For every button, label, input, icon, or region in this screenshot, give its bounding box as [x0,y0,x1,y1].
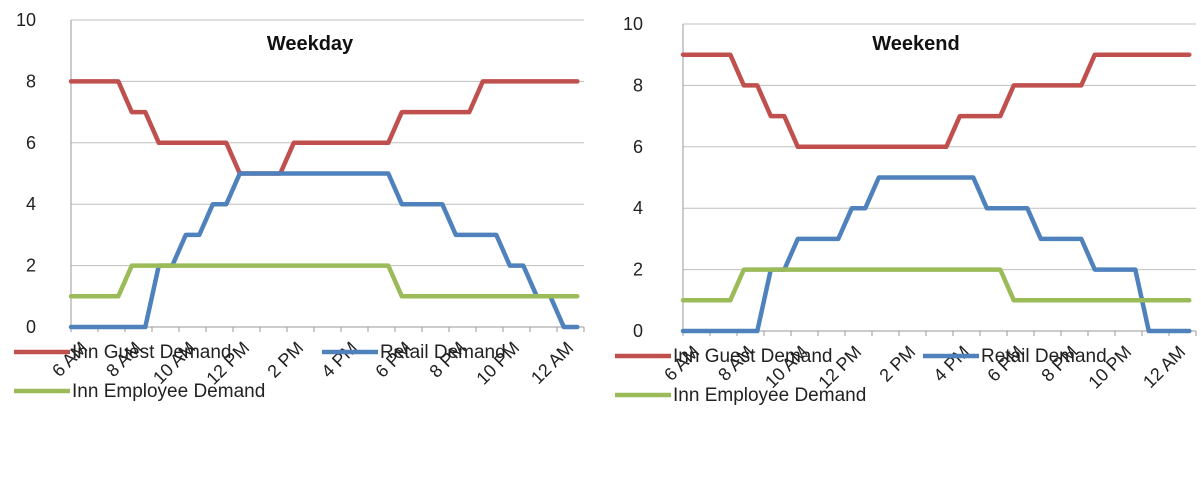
weekday-x-tick-label-12-am: 12 AM [527,338,577,388]
weekend-chart-title: Weekend [872,33,959,55]
weekday-y-tick-label-10: 10 [16,10,36,30]
weekend-y-tick-label-0: 0 [633,321,643,341]
weekend-x-tick-label-12-am: 12 AM [1139,342,1189,392]
weekend-series-line-inn-guest-demand [680,52,1192,150]
weekend-legend: Inn Guest Demand Retail Demand Inn Employe… [615,346,1107,406]
weekday-chart-title: Weekday [267,33,354,55]
weekend-x-tick-label-2-pm: 2 PM [875,342,919,386]
weekday-y-tick-label-6: 6 [26,133,36,153]
weekend-legend-label-retail-demand: Retail Demand [981,346,1107,367]
weekday-legend-label-inn-employee-demand: Inn Employee Demand [72,381,265,402]
weekday-chart-panel: 0 2 4 6 8 10 6 AM 8 AM 10 AM 12 PM 2 PM 4 PM 6 PM 8 P… [0,0,600,498]
weekday-y-tick-label-8: 8 [26,71,36,91]
weekend-y-tick-label-4: 4 [633,198,643,218]
weekend-chart-panel: 0 2 4 6 8 10 6 AM 8 AM 10 AM 12 PM 2 PM 4 PM 6 PM 8 P… [601,0,1201,498]
weekday-x-tick-label-4-pm: 4 PM [317,338,361,382]
weekday-legend-label-inn-guest-demand: Inn Guest Demand [72,342,231,363]
weekday-legend: Inn Guest Demand Retail Demand Inn Employe… [14,342,506,402]
weekday-y-tick-label-2: 2 [26,256,36,276]
weekday-series-group [68,79,580,330]
weekend-y-tick-label-10: 10 [623,14,643,34]
weekday-x-tick-label-2-pm: 2 PM [263,338,307,382]
weekday-series-line-inn-employee-demand [68,263,580,299]
weekend-y-tick-label-8: 8 [633,75,643,95]
weekend-series-line-retail-demand [680,175,1192,334]
weekday-series-line-inn-guest-demand [68,79,580,176]
weekend-legend-label-inn-employee-demand: Inn Employee Demand [673,385,866,406]
weekday-legend-label-retail-demand: Retail Demand [380,342,506,363]
weekday-series-line-retail-demand [68,171,580,330]
weekend-y-tick-label-6: 6 [633,137,643,157]
weekend-legend-label-inn-guest-demand: Inn Guest Demand [673,346,832,367]
weekend-series-line-inn-employee-demand [680,267,1192,303]
weekday-y-tick-label-0: 0 [26,317,36,337]
weekend-series-group [680,52,1192,334]
weekday-y-tick-label-4: 4 [26,194,36,214]
weekend-x-tick-label-4-pm: 4 PM [929,342,973,386]
weekend-y-tick-label-2: 2 [633,260,643,280]
